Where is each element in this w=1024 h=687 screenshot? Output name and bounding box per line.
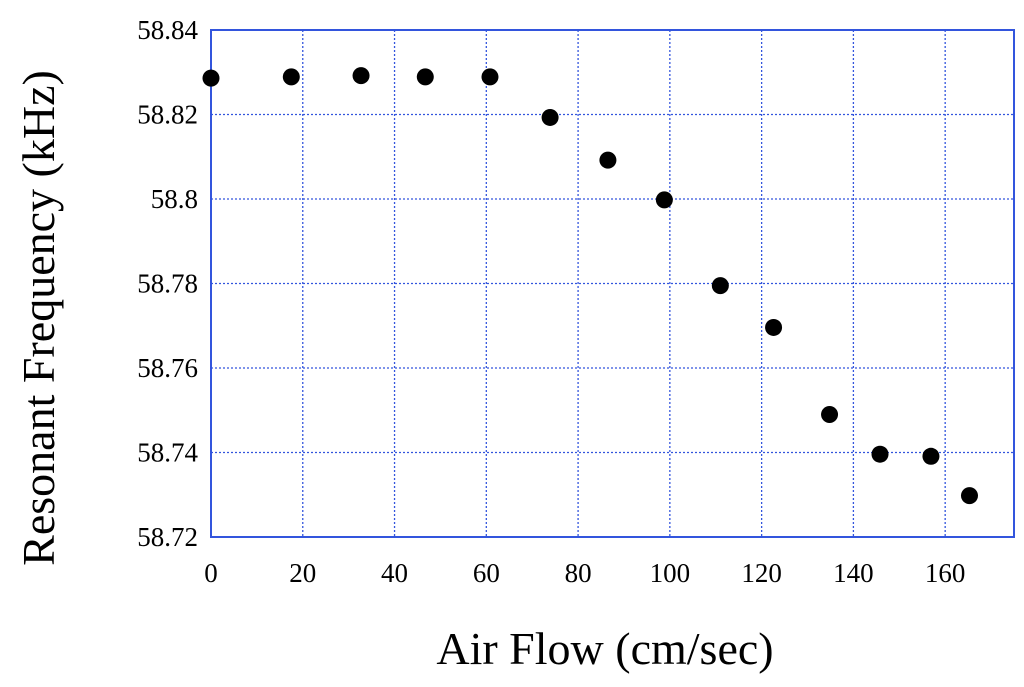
x-tick-label: 100 — [650, 558, 691, 588]
data-point — [922, 447, 940, 465]
x-axis-title: Air Flow (cm/sec) — [436, 623, 773, 674]
x-tick-label: 140 — [833, 558, 874, 588]
data-point — [871, 445, 889, 463]
data-point — [481, 68, 499, 86]
data-point — [960, 487, 978, 505]
y-tick-label: 58.84 — [137, 15, 198, 45]
data-point — [821, 405, 839, 423]
data-point — [282, 68, 300, 86]
data-points — [202, 67, 978, 505]
x-tick-label: 60 — [473, 558, 500, 588]
data-point — [202, 69, 220, 87]
y-tick-label: 58.74 — [137, 438, 198, 468]
y-axis-title: Resonant Frequency (kHz) — [13, 70, 64, 566]
data-point — [541, 108, 559, 126]
x-tick-label: 0 — [204, 558, 218, 588]
data-point — [599, 151, 617, 169]
x-tick-label: 160 — [925, 558, 966, 588]
data-point — [655, 191, 673, 209]
y-tick-label: 58.78 — [137, 269, 198, 299]
data-point — [416, 68, 434, 86]
y-tick-label: 58.8 — [151, 184, 198, 214]
grid — [211, 30, 1014, 537]
data-point — [765, 318, 783, 336]
x-tick-label: 40 — [381, 558, 408, 588]
data-point — [352, 67, 370, 85]
plot-frame — [210, 29, 1015, 538]
x-tick-label: 80 — [565, 558, 592, 588]
x-axis-tick-labels: 0 20 40 60 80 100 120 140 160 — [204, 558, 965, 588]
y-axis-tick-labels: 58.72 58.74 58.76 58.78 58.8 58.82 58.84 — [137, 15, 198, 552]
y-tick-label: 58.76 — [137, 353, 198, 383]
x-tick-label: 20 — [289, 558, 316, 588]
data-point — [711, 277, 729, 295]
x-tick-label: 120 — [741, 558, 782, 588]
y-tick-label: 58.82 — [137, 100, 198, 130]
y-tick-label: 58.72 — [137, 522, 198, 552]
